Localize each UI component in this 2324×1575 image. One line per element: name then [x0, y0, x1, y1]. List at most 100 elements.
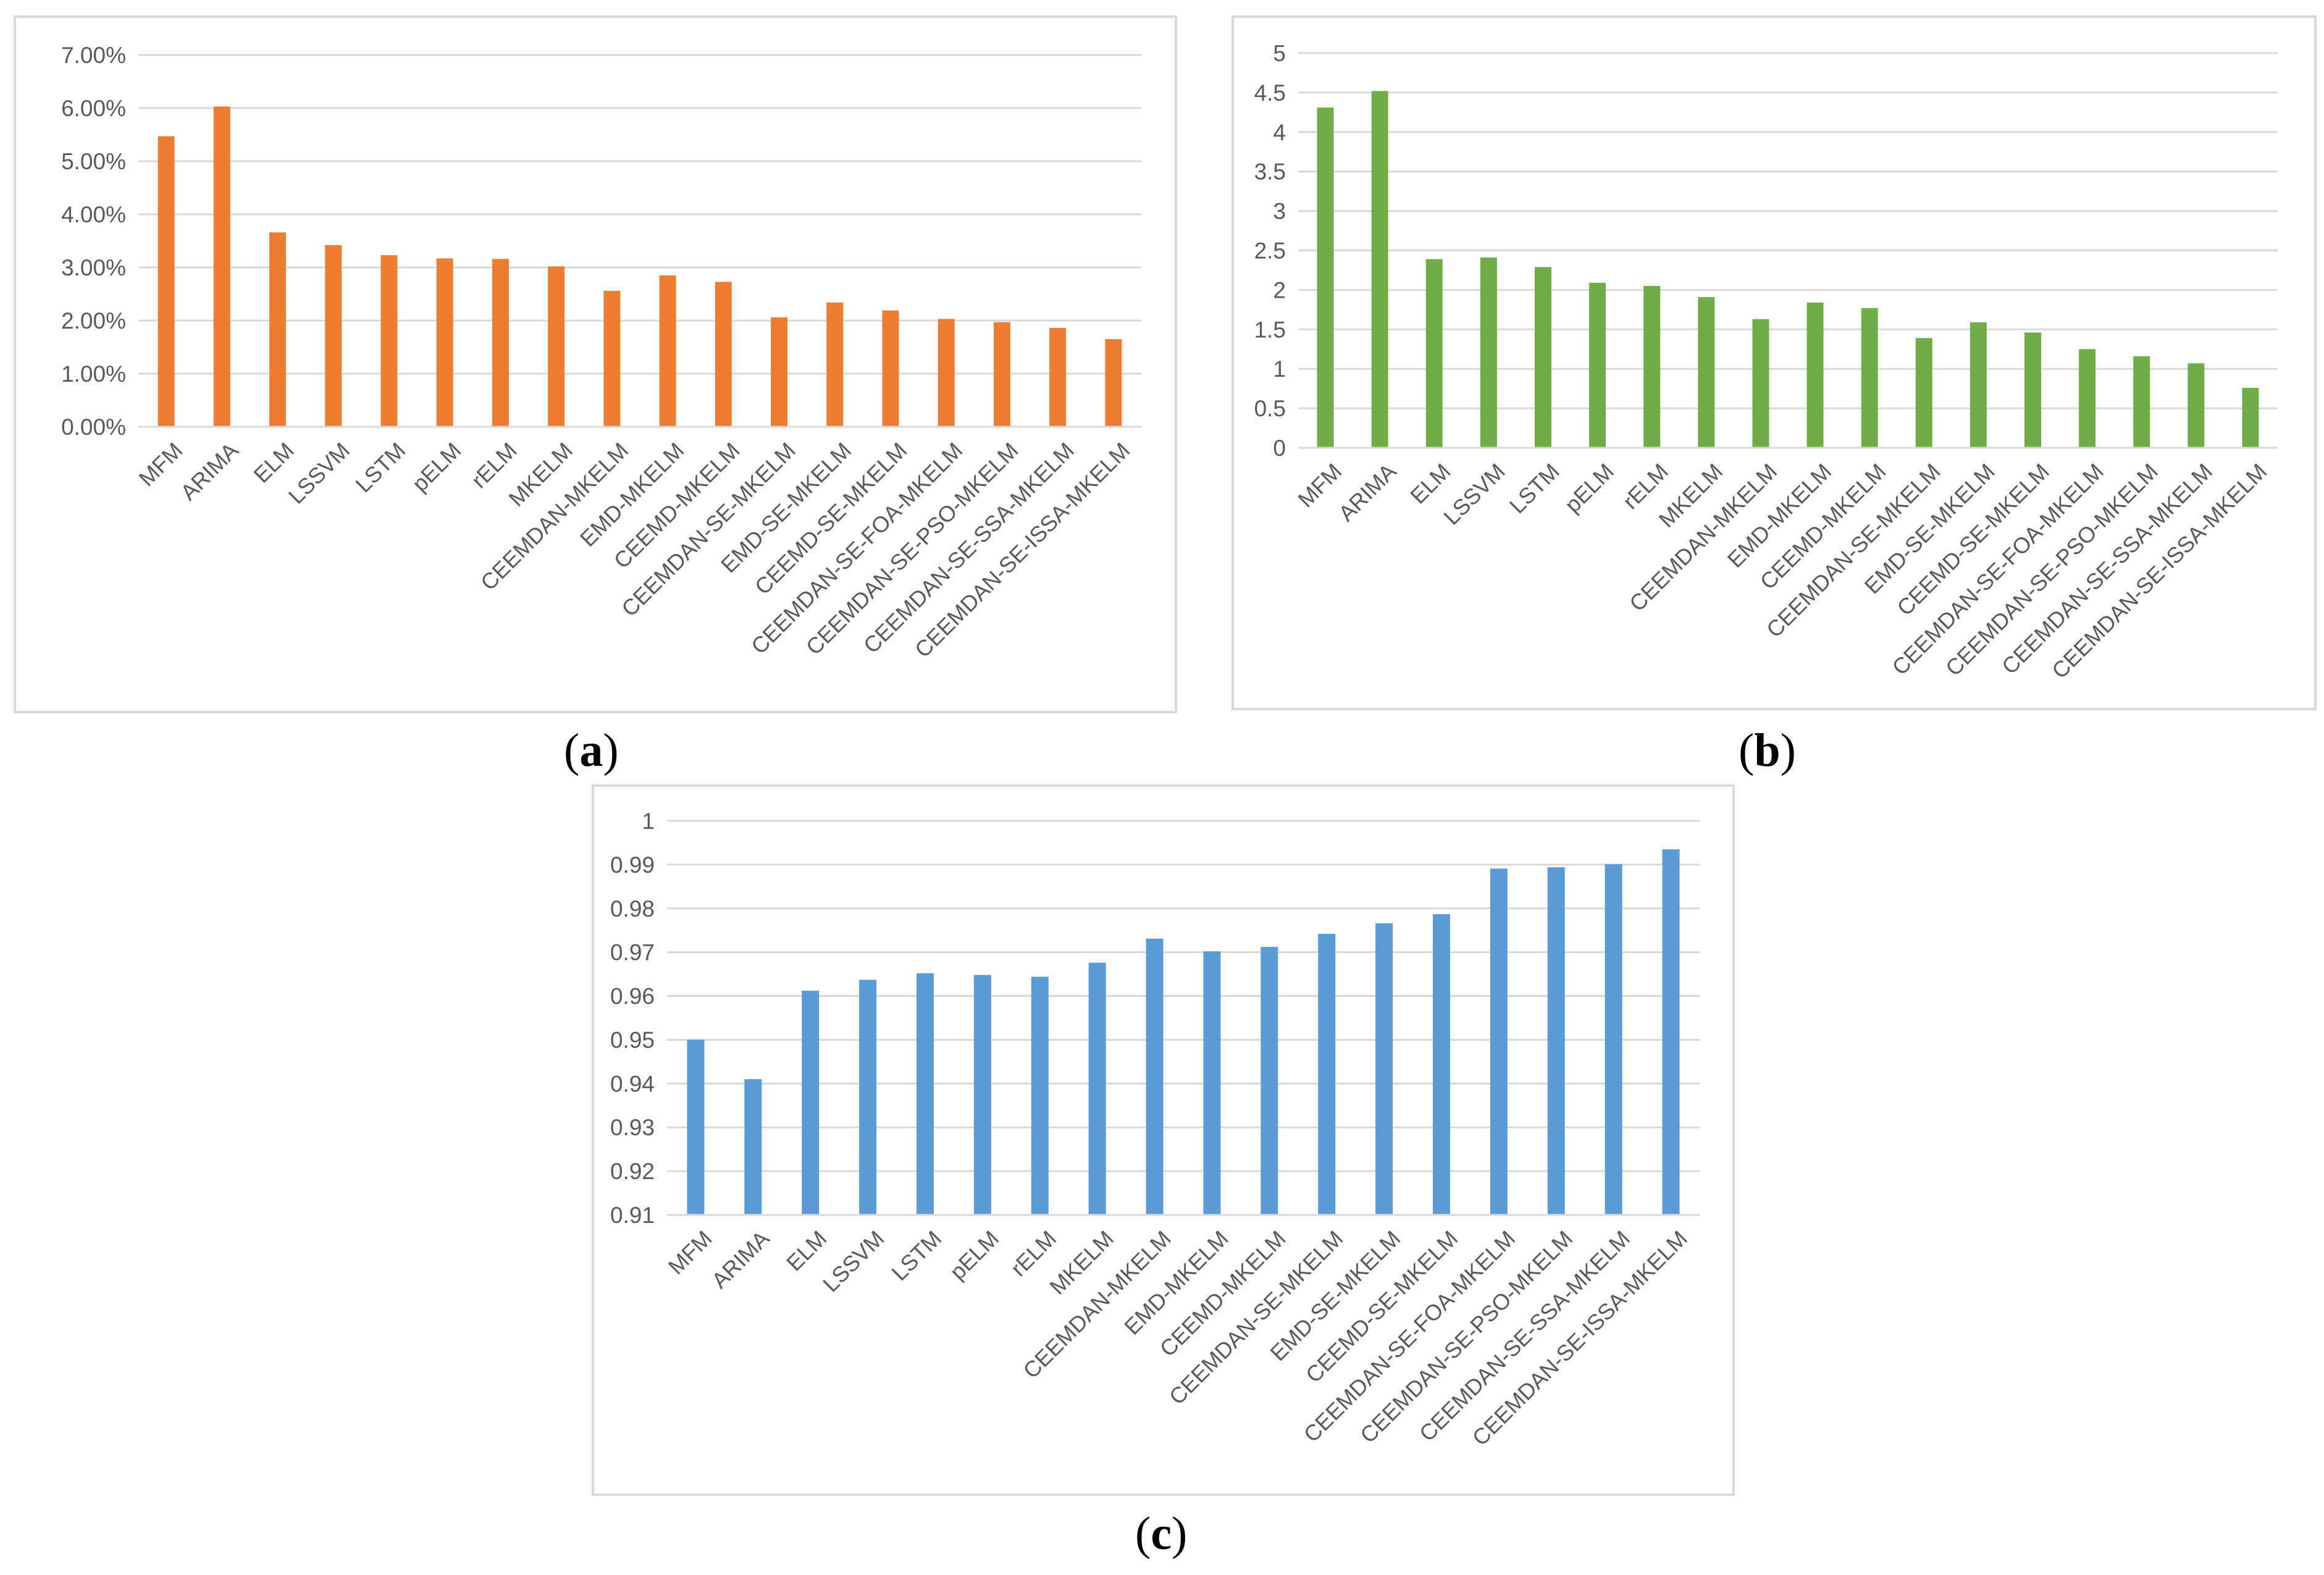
y-tick-label: 6.00%	[61, 96, 126, 121]
x-tick-label: LSSVM	[1438, 458, 1509, 529]
y-tick-label: 4.5	[1254, 80, 1286, 106]
y-tick-label: 0	[1273, 435, 1286, 461]
y-tick-label: 0.5	[1254, 396, 1286, 421]
x-tick-label: MFM	[663, 1225, 717, 1279]
bar-ceemdan-se-issa-mkelm	[1105, 339, 1122, 427]
bar-elm	[802, 991, 820, 1215]
bar-ceemdan-se-ssa-mkelm	[2188, 363, 2205, 448]
y-tick-label: 0.93	[610, 1115, 655, 1140]
bar-lstm	[1535, 267, 1551, 448]
x-tick-label: LSTM	[886, 1225, 946, 1285]
x-tick-label: LSTM	[1504, 458, 1564, 518]
bar-ceemd-se-mkelm	[2024, 332, 2041, 448]
y-tick-label: 4.00%	[61, 202, 126, 227]
y-tick-label: 2.00%	[61, 308, 126, 334]
bar-emd-mkelm	[1203, 951, 1221, 1215]
bar-lssvm	[1480, 258, 1497, 448]
bar-ceemdan-se-pso-mkelm	[993, 322, 1010, 427]
y-tick-label: 0.92	[610, 1159, 655, 1184]
bar-ceemdan-se-pso-mkelm	[1547, 867, 1565, 1215]
bar-mkelm	[1088, 962, 1106, 1215]
x-tick-label: ARIMA	[175, 437, 243, 505]
y-tick-label: 2	[1273, 277, 1286, 303]
chart-c-svg: 0.91 0.92 0.93 0.94 0.95 0.96 0.97 0.98 0.99 1 MFM…	[610, 808, 1700, 1451]
bar-mkelm	[1698, 296, 1715, 448]
y-tick-label: 1	[1273, 356, 1286, 382]
bar-ceemdan-mkelm	[603, 290, 621, 427]
x-tick-label: ELM	[249, 437, 299, 487]
bar-ceemd-se-mkelm	[1433, 914, 1450, 1215]
x-tick-label: LSSVM	[818, 1225, 889, 1296]
bar-ceemdan-mkelm	[1752, 319, 1769, 448]
x-tick-label: pELM	[1559, 458, 1618, 517]
bar-ceemd-mkelm	[1261, 947, 1278, 1215]
bar-lstm	[917, 973, 934, 1215]
bar-arima	[1371, 91, 1388, 448]
bar-elm	[1425, 259, 1443, 448]
bar-ceemdan-se-mkelm	[771, 317, 788, 427]
bar-ceemd-mkelm	[1861, 308, 1878, 448]
bar-emd-se-mkelm	[1375, 923, 1393, 1215]
bar-emd-mkelm	[659, 275, 676, 427]
chart-panel-b: 0 0.5 1 1.5 2 2.5 3 3.5 4 4.5 5 MFM ARIMA ELM LSSVM LST…	[1231, 15, 2317, 710]
y-tick-label: 5.00%	[61, 149, 126, 174]
y-tick-label: 0.94	[610, 1071, 655, 1096]
x-tick-label: pELM	[945, 1225, 1004, 1284]
bar-ceemd-se-mkelm	[882, 310, 899, 427]
bar-emd-mkelm	[1806, 302, 1824, 448]
bar-lstm	[380, 255, 398, 427]
bar-ceemdan-se-ssa-mkelm	[1049, 328, 1067, 427]
chart-a-svg: 0.00% 1.00% 2.00% 3.00% 4.00% 5.00% 6.00% 7.00%…	[61, 43, 1141, 663]
bar-mfm	[1317, 107, 1334, 448]
x-tick-label: LSTM	[350, 437, 410, 497]
bar-mfm	[157, 136, 175, 427]
y-tick-label: 0.97	[610, 940, 655, 965]
bar-ceemdan-se-foa-mkelm	[1490, 868, 1508, 1215]
bar-ceemdan-se-foa-mkelm	[938, 319, 955, 427]
bar-pelm	[1589, 282, 1606, 448]
y-tick-label: 2.5	[1254, 238, 1286, 264]
bar-ceemd-mkelm	[715, 282, 732, 427]
bar-pelm	[436, 258, 453, 427]
bar-lssvm	[325, 245, 342, 427]
chart-panel-a: 0.00% 1.00% 2.00% 3.00% 4.00% 5.00% 6.00% 7.00%…	[14, 15, 1177, 713]
y-tick-label: 0.96	[610, 984, 655, 1009]
y-tick-label: 1.00%	[61, 361, 126, 387]
caption-c: (c)	[1135, 1508, 1188, 1560]
chart-panel-c: 0.91 0.92 0.93 0.94 0.95 0.96 0.97 0.98 0.99 1 MFM…	[592, 784, 1735, 1496]
bar-mkelm	[548, 266, 565, 427]
y-tick-label: 0.99	[610, 852, 655, 878]
y-tick-label: 0.95	[610, 1027, 655, 1052]
bar-emd-se-mkelm	[826, 302, 844, 427]
bar-relm	[492, 259, 509, 427]
y-tick-label: 3.00%	[61, 255, 126, 280]
y-tick-label: 1	[642, 808, 655, 834]
bar-arima	[213, 106, 230, 427]
bar-ceemdan-se-issa-mkelm	[1662, 849, 1680, 1215]
x-tick-label: pELM	[407, 437, 466, 496]
bar-arima	[744, 1079, 762, 1215]
bar-lssvm	[859, 980, 877, 1215]
y-tick-label: 4	[1273, 120, 1286, 145]
x-tick-label: ARIMA	[1333, 458, 1401, 526]
bar-relm	[1643, 286, 1661, 448]
y-tick-label: 0.98	[610, 896, 655, 922]
y-tick-label: 0.00%	[61, 414, 126, 440]
bar-ceemdan-se-foa-mkelm	[2079, 349, 2096, 448]
bar-ceemdan-se-issa-mkelm	[2242, 387, 2259, 448]
bar-relm	[1031, 976, 1049, 1215]
caption-b: (b)	[1739, 724, 1796, 776]
y-tick-label: 1.5	[1254, 317, 1286, 342]
bar-ceemdan-se-mkelm	[1915, 338, 1932, 448]
bar-mfm	[687, 1040, 705, 1215]
x-tick-label: LSSVM	[283, 437, 354, 508]
bar-ceemdan-se-mkelm	[1318, 933, 1336, 1215]
caption-a: (a)	[564, 724, 619, 776]
y-tick-label: 3	[1273, 199, 1286, 224]
y-tick-label: 0.91	[610, 1203, 655, 1228]
bar-ceemdan-mkelm	[1146, 938, 1164, 1215]
y-tick-label: 3.5	[1254, 159, 1286, 185]
bar-pelm	[973, 975, 991, 1215]
y-tick-label: 7.00%	[61, 43, 126, 68]
